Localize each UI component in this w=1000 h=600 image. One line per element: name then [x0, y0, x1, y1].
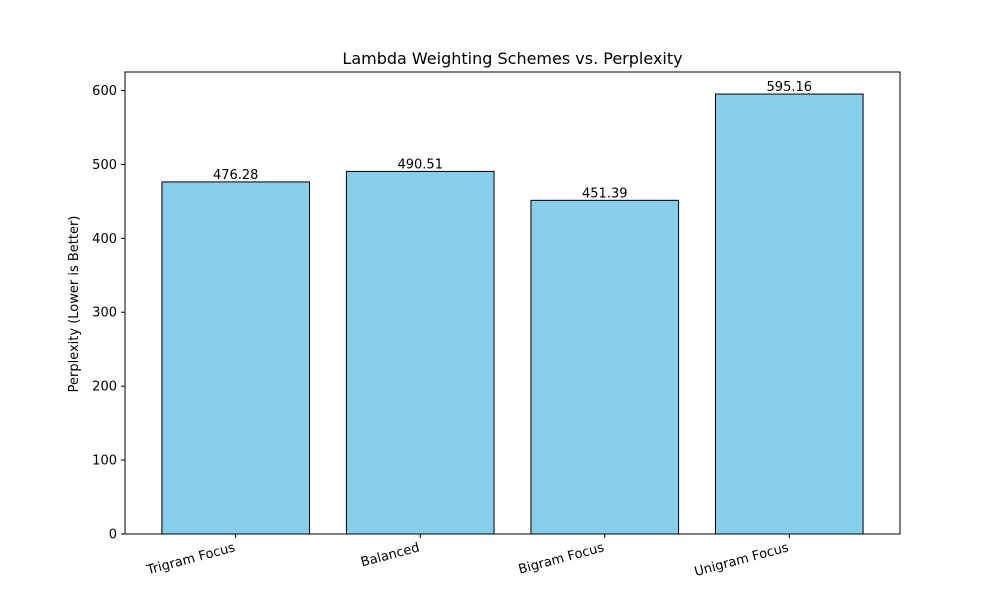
y-tick-label: 0 — [109, 528, 117, 543]
x-tick-label: Unigram Focus — [693, 540, 791, 580]
data-label: 595.16 — [767, 80, 813, 95]
y-tick-label: 300 — [92, 306, 117, 321]
data-label: 451.39 — [582, 186, 628, 201]
data-label: 476.28 — [213, 168, 259, 183]
y-axis-label: Perplexity (Lower is Better) — [67, 216, 82, 393]
chart-title: Lambda Weighting Schemes vs. Perplexity — [342, 49, 682, 68]
x-tick-label: Balanced — [359, 540, 421, 570]
y-tick-label: 200 — [92, 380, 117, 395]
bars — [162, 94, 863, 534]
bar-trigram-focus — [162, 182, 310, 534]
x-axis: Trigram Focus Balanced Bigram Focus Unigram… — [145, 534, 791, 580]
y-axis: 0 100 200 300 400 500 600 — [92, 84, 125, 543]
bar-bigram-focus — [531, 200, 679, 534]
y-tick-label: 500 — [92, 158, 117, 173]
x-tick-label: Trigram Focus — [145, 540, 237, 578]
bar-balanced — [346, 171, 494, 534]
y-tick-label: 600 — [92, 84, 117, 99]
y-tick-label: 400 — [92, 232, 117, 247]
data-label: 490.51 — [397, 157, 443, 172]
y-tick-label: 100 — [92, 454, 117, 469]
bar-unigram-focus — [715, 94, 863, 534]
x-tick-label: Bigram Focus — [517, 540, 606, 577]
